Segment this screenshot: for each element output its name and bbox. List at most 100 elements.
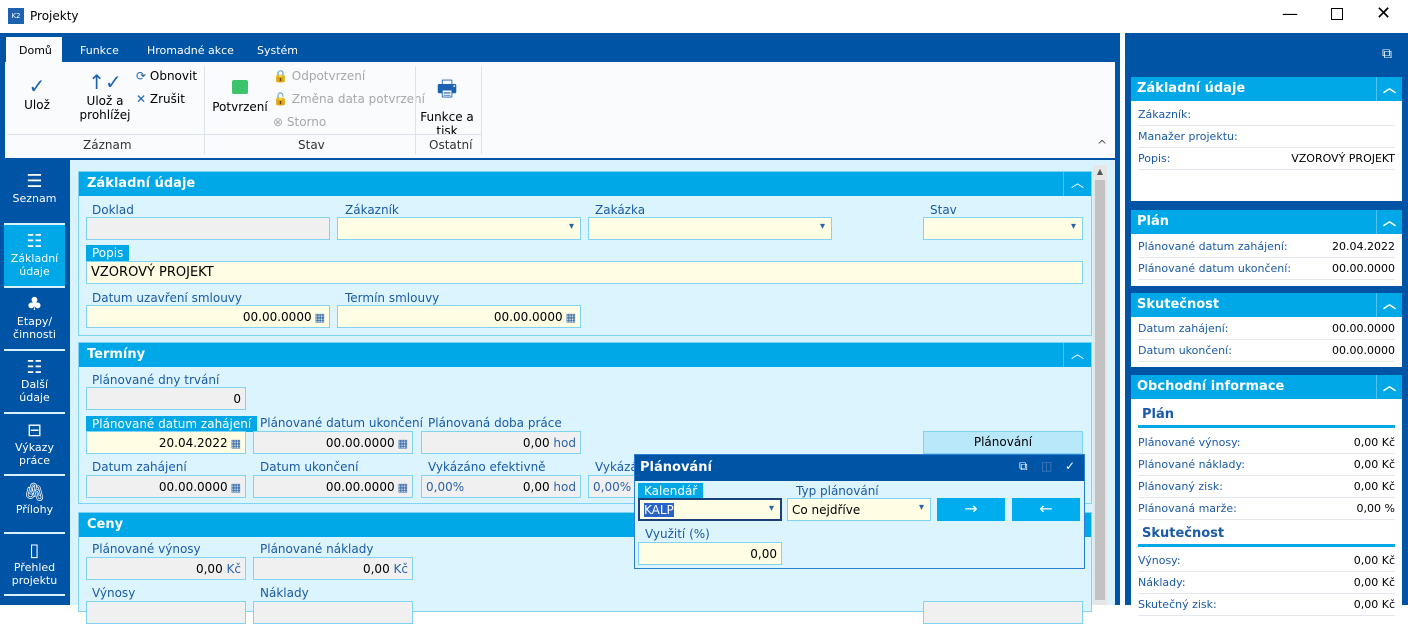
chevron-up-icon[interactable]: ︿ [1063,172,1091,196]
zakazka-field[interactable]: ▾ [588,217,832,240]
sidebar-item[interactable]: ☷ Další údaje [4,351,65,414]
popis-field[interactable]: VZOROVÝ PROJEKT [86,261,1083,284]
plan-forward-button[interactable]: → [937,498,1005,521]
doba-field[interactable]: 0,00 hod [421,431,581,454]
dropdown-icon[interactable]: ▾ [568,221,574,232]
sidebar-item-label: Etapy/ činnosti [13,315,56,341]
vykazano-field[interactable]: 0,00% 0,00 hod [421,475,581,498]
typ-field[interactable]: Co nejdříve ▾ [787,498,931,521]
stav-field[interactable]: ▾ [923,217,1083,240]
cancel-button[interactable]: ✕ Zrušit [136,92,185,106]
tab-domu[interactable]: Domů [19,44,52,57]
info-row: Plánované datum zahájení: 20.04.2022 [1138,236,1395,258]
save-view-button[interactable]: ↑✓ Ulož a prohlížej [75,70,135,122]
termin-field[interactable]: 00.00.0000 ▦ [337,305,581,328]
calendar-icon[interactable]: ▦ [230,437,241,450]
tab-funkce[interactable]: Funkce [80,44,119,57]
sidebar-item-label: Další údaje [19,378,50,404]
dny-field[interactable]: 0 [86,387,246,410]
sidebar-item-label: Přehled projektu [11,561,58,587]
vykazano2-field[interactable]: 0,00% [588,475,638,498]
pl-vynosy-field[interactable]: 0,00 Kč [86,557,246,580]
chevron-up-icon[interactable]: ︿ [1376,293,1402,317]
chevron-up-icon[interactable]: ︿ [1376,77,1402,101]
dock-icon[interactable]: ◫ [1041,459,1053,473]
info-row: Plánovaná marže: 0,00 % [1138,498,1395,520]
print-button[interactable]: 🖶 Funkce a tisk [418,72,476,138]
chevron-up-icon[interactable]: ︿ [1376,375,1402,399]
info-label: Datum ukončení: [1138,344,1232,357]
planovani-button[interactable]: Plánování [923,431,1083,454]
info-value: 20.04.2022 [1332,240,1395,253]
doklad-field[interactable] [86,217,330,240]
calendar-icon[interactable]: ▦ [565,311,576,324]
info-row: Plánované datum ukončení: 00.00.0000 [1138,258,1395,280]
info-label: Výnosy: [1138,554,1181,567]
popis-label: Popis [86,245,130,261]
vyuziti-label: Využití (%) [645,527,710,541]
vynosy-field[interactable] [86,601,246,624]
minimize-button[interactable]: — [1282,4,1298,23]
dropdown-icon[interactable]: ▾ [1070,221,1076,232]
pl-ukonceni-field[interactable]: 00.00.0000 ▦ [253,431,413,454]
popout-icon[interactable]: ⧉ [1019,459,1028,473]
popout-icon[interactable]: ⧉ [1382,46,1392,62]
zakaznik-field[interactable]: ▾ [337,217,581,240]
info-label: Plánované datum zahájení: [1138,240,1288,253]
chevron-up-icon[interactable]: ︿ [1376,210,1402,234]
pl-naklady-field[interactable]: 0,00 Kč [253,557,413,580]
panel-section-header: Skutečnost ︿ [1131,293,1402,317]
panel-section-body [1131,317,1402,367]
vyuziti-field[interactable]: 0,00 [638,542,782,565]
save-button[interactable]: ✓ Ulož [17,74,57,112]
panel-section-body [1131,101,1402,201]
ceny-field[interactable] [923,601,1083,624]
zahajeni-field[interactable]: 00.00.0000 ▦ [86,475,246,498]
sidebar-item[interactable]: ⊟ Výkazy práce [4,414,65,476]
value: 00.00.0000 [325,480,395,494]
sidebar-item[interactable]: ☷ Základní údaje [4,225,65,288]
sidebar-item[interactable]: 🖇 Přílohy [4,476,65,534]
calendar-icon[interactable]: ▦ [397,481,408,494]
chevron-up-icon[interactable]: ︿ [1063,343,1091,367]
unconfirm-button[interactable]: 🔒 Odpotvrzení [273,69,366,83]
ukonceni-field[interactable]: 00.00.0000 ▦ [253,475,413,498]
pl-zahajeni-field[interactable]: 20.04.2022 ▦ [86,431,246,454]
calendar-icon[interactable]: ▦ [230,481,241,494]
naklady-field[interactable] [253,601,413,624]
sidebar-item[interactable]: ▯ Přehled projektu [4,534,65,596]
close-button[interactable]: ✕ [1376,3,1392,24]
kalendar-field[interactable]: KALP ▾ [638,498,782,521]
zahajeni-label: Datum zahájení [92,460,187,474]
stav-label: Stav [930,203,957,217]
plan-backward-button[interactable]: ← [1012,498,1080,521]
sidebar-item[interactable]: ☰ Seznam [4,165,65,225]
sidebar-item[interactable]: ♣ Etapy/ činnosti [4,288,65,351]
datum-uzavreni-field[interactable]: 00.00.0000 ▦ [86,305,330,328]
datum-uzavreni-label: Datum uzavření smlouvy [92,291,242,305]
dropdown-icon[interactable]: ▾ [819,221,825,232]
tab-system[interactable]: Systém [257,44,299,57]
change-date-button[interactable]: 🔓 Změna data potvrzení [273,92,425,106]
section-title: Základní údaje [79,172,1091,196]
info-row: Datum ukončení: 00.00.0000 [1138,340,1395,362]
calendar-icon[interactable]: ▦ [397,437,408,450]
paperclip-icon: 🖇 [23,482,46,503]
section-title: Obchodní informace [1137,379,1285,394]
scrollbar-thumb[interactable] [1095,180,1105,600]
group-label: Ostatní [429,138,473,152]
collapse-ribbon-icon[interactable]: ^ [1097,138,1108,152]
list-icon: ☷ [26,231,43,252]
info-row: Výnosy: 0,00 Kč [1138,550,1395,572]
refresh-button[interactable]: ⟳ Obnovit [136,69,198,83]
calendar-icon[interactable]: ▦ [314,311,325,324]
dropdown-icon[interactable]: ▾ [918,502,924,513]
check-icon[interactable]: ✓ [1065,459,1076,473]
tab-hromadne-akce[interactable]: Hromadné akce [147,44,234,57]
dropdown-icon[interactable]: ▾ [768,503,774,514]
confirm-button[interactable]: Potvrzení [210,74,270,114]
maximize-button[interactable] [1331,8,1343,20]
storno-button[interactable]: ⊗ Storno [273,115,327,129]
upload-check-icon: ↑✓ [88,70,122,94]
scrollbar[interactable]: ▲ [1093,165,1107,605]
